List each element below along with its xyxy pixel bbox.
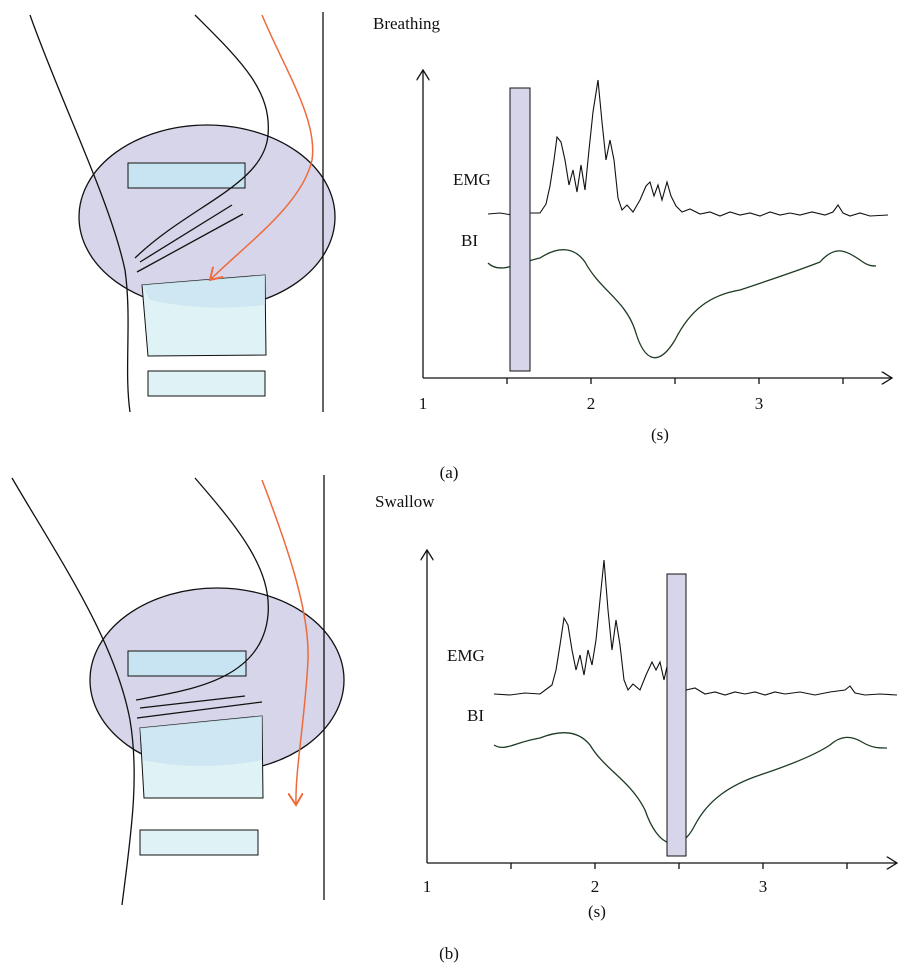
- caption: (a): [440, 463, 459, 482]
- trace-label: EMG: [453, 170, 491, 189]
- caption: (b): [439, 944, 459, 963]
- labels: Breathing EMG BI 1 2 3 (s) (a) Swallow EMG BI 1 2 3 (s…: [373, 14, 767, 963]
- tick-label: 3: [755, 394, 764, 413]
- panel-title: Swallow: [375, 492, 435, 511]
- axis-label: (s): [588, 902, 606, 921]
- axis-label: (s): [651, 425, 669, 444]
- anatomy-b: [11, 475, 345, 906]
- chart-a: [423, 70, 892, 384]
- tick-label: 2: [591, 877, 600, 896]
- tick-label: 3: [759, 877, 768, 896]
- tick-label: 1: [423, 877, 432, 896]
- trace-label: BI: [467, 706, 484, 725]
- panel-title: Breathing: [373, 14, 441, 33]
- tick-label: 1: [419, 394, 428, 413]
- tick-label: 2: [587, 394, 596, 413]
- chart-b: [427, 550, 897, 869]
- trace-label: BI: [461, 231, 478, 250]
- anatomy-a: [29, 12, 336, 413]
- trace-label: EMG: [447, 646, 485, 665]
